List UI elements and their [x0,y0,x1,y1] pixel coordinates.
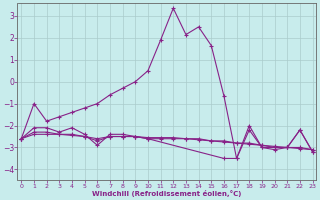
X-axis label: Windchill (Refroidissement éolien,°C): Windchill (Refroidissement éolien,°C) [92,190,242,197]
